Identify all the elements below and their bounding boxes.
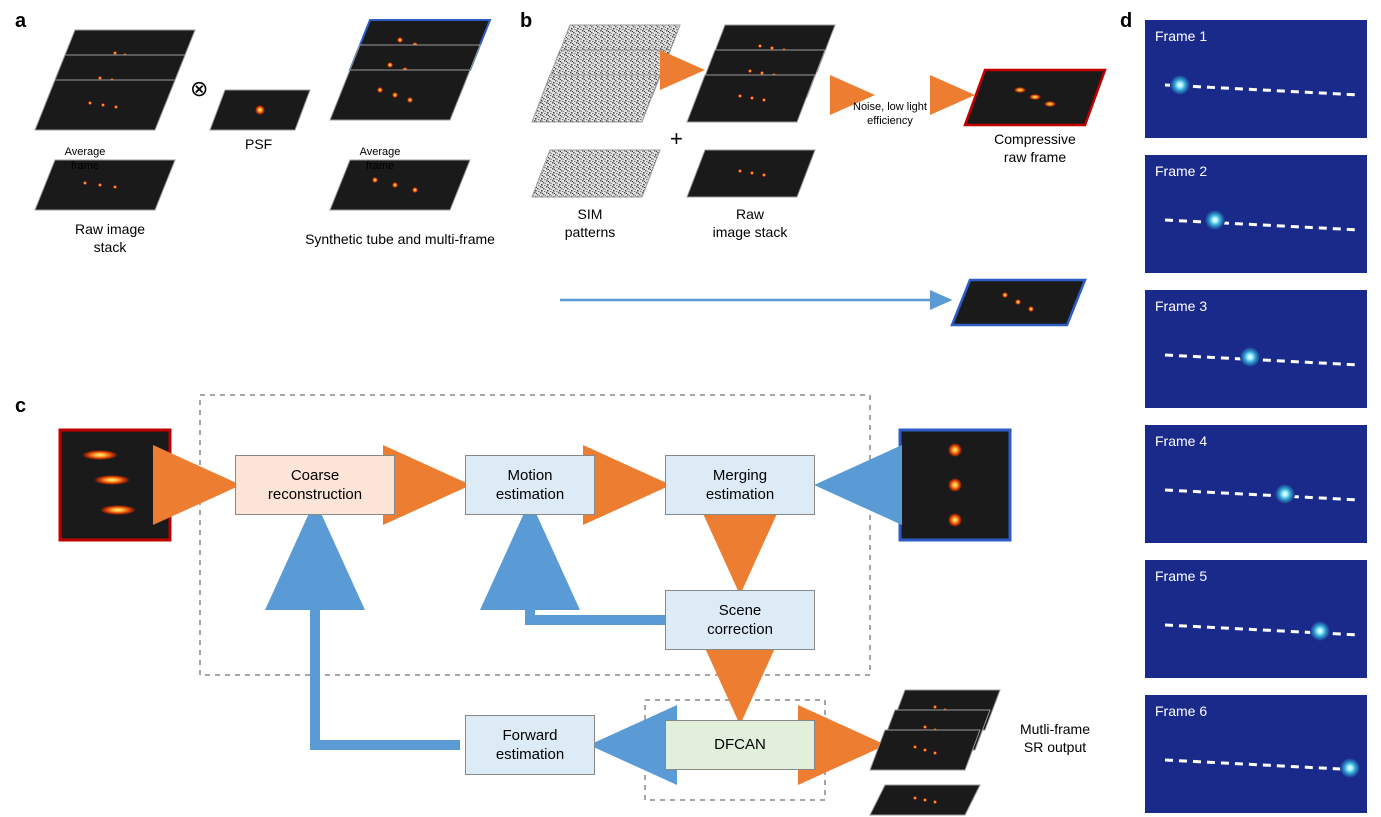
diagram-svg [0,0,1381,817]
label-synthetic: Synthetic tube and multi-frame [285,230,515,248]
box-scene: Scene correction [665,590,815,650]
panel-b-letter: b [520,10,532,33]
box-forward: Forward estimation [465,715,595,775]
box-dfcan: DFCAN [665,720,815,770]
label-raw: Raw image stack [60,220,160,256]
label-sim: SIM patterns [540,205,640,241]
label-convolve: ⊗ [190,75,208,104]
panel-b-sim-single [532,150,660,197]
frame-6-label: Frame 6 [1155,703,1207,719]
label-noise: Noise, low light efficiency [835,100,945,129]
box-merging: Merging estimation [665,455,815,515]
panel-c-letter: c [15,395,26,418]
frame-5-label: Frame 5 [1155,568,1207,584]
frame-2-label: Frame 2 [1155,163,1207,179]
panel-c-input-red [60,430,170,540]
panel-d-letter: d [1120,10,1132,33]
label-avg2: Average frame [350,145,410,174]
label-rawstack: Raw image stack [700,205,800,241]
box-coarse: Coarse reconstruction [235,455,395,515]
box-motion: Motion estimation [465,455,595,515]
frame-1-label: Frame 1 [1155,28,1207,44]
panel-a-synthetic-stack [330,20,490,120]
label-plus2: + [670,125,683,154]
panel-b-sim-patterns [532,25,680,122]
label-compressive: Compressive raw frame [975,130,1095,166]
frame-4-label: Frame 4 [1155,433,1207,449]
panel-b-raw-stack [687,25,835,122]
label-psf: PSF [245,135,272,153]
label-sr-output: Mutli-frame SR output [1000,720,1110,756]
panel-a-letter: a [15,10,26,33]
panel-d-frames [1145,20,1367,813]
panel-c-output-stack [870,690,1000,770]
label-avg1: Average frame [55,145,115,174]
frame-3-label: Frame 3 [1155,298,1207,314]
panel-a-raw-stack [35,30,195,130]
